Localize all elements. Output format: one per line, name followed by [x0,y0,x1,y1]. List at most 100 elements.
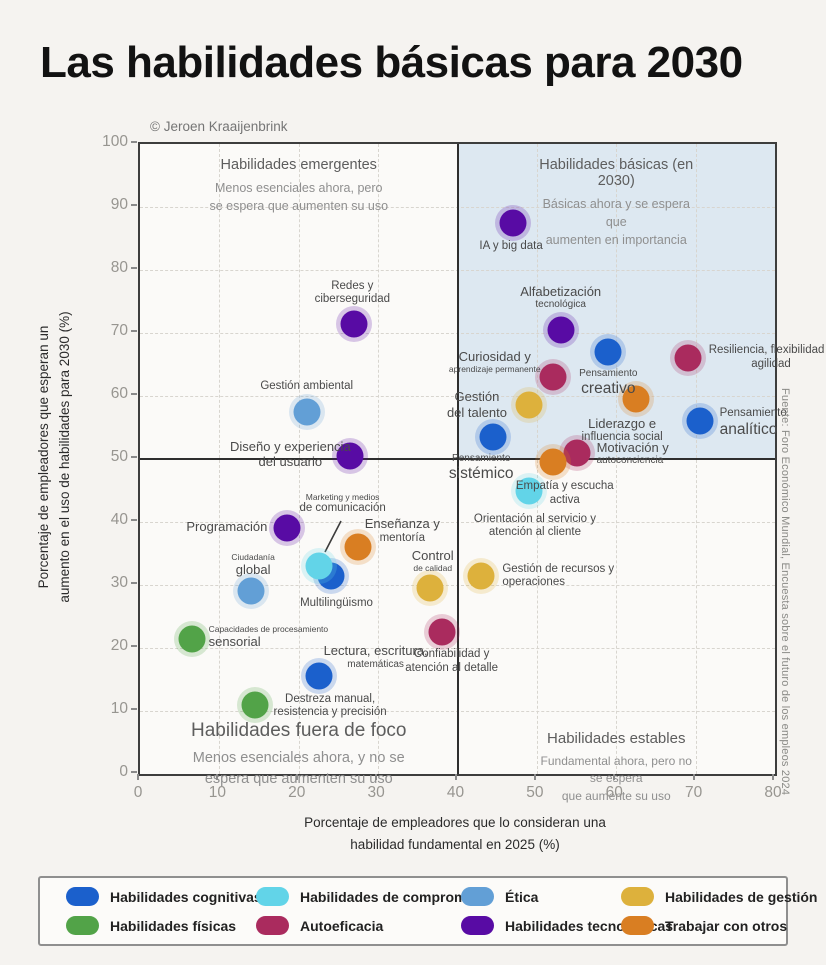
data-point [340,310,368,338]
label-line: del talento [446,404,507,420]
quadrant-divider-horizontal [140,458,775,460]
x-tick-mark [137,774,139,780]
legend-label: Habilidades cognitivas [110,888,262,905]
label-line: Empatía y escucha [515,480,614,493]
label-leader-line [324,520,342,553]
label-line: Gestión de recursos y [502,562,615,575]
quadrant-title: Habilidades emergentes [220,157,377,173]
data-point [344,533,372,561]
data-point-label: Gestión de recursos y operaciones [502,563,614,590]
data-point [499,209,527,237]
x-tick-mark [692,774,695,780]
data-point-label: Marketing y medios de comunicación [299,492,385,516]
y-tick-mark [131,393,137,395]
legend-color-pill [256,916,289,935]
legend-label: Habilidades de compromiso [300,888,487,905]
data-point [674,344,702,372]
y-tick-mark [131,582,137,584]
label-line: tecnológica [535,299,586,311]
data-point-label: Ciudadanía global [231,552,274,577]
label-line: Programación [186,519,268,535]
x-tick-label: 30 [367,784,385,801]
x-axis-title: Porcentaje de empleadores que lo conside… [304,815,606,852]
x-tick-mark [454,774,457,780]
label-line: analítico [719,420,778,438]
data-point [293,398,321,426]
label-line: Capacidades de procesamiento [208,623,329,634]
y-tick-mark [131,519,137,521]
label-line: Alfabetización [520,283,602,299]
y-tick-label: 70 [110,322,128,339]
label-line: de calidad [413,563,453,574]
label-line: sensorial [208,633,261,649]
data-point-label: Gestión del talento [447,389,507,420]
quadrant-title: Habilidades básicas (en 2030) [539,157,694,189]
legend-item-fis: Habilidades físicas [66,916,256,935]
legend-color-pill [621,887,654,906]
legend-item-tra: Trabajar con otros [621,916,806,935]
y-tick-label: 0 [119,763,128,780]
data-point [622,385,650,413]
data-point-label: Pensamiento analítico [720,407,787,439]
data-point [594,338,622,366]
data-point-label: Pensamiento creativo [579,368,637,398]
y-tick-label: 50 [110,448,128,465]
label-line: Ciudadanía [231,552,275,563]
data-point-label: Alfabetización tecnológica [520,284,601,311]
scatter-plot-area: Habilidades emergentes Menos esenciales a… [138,142,826,803]
data-point-label: Destreza manual, resistencia y precisión [274,693,387,720]
legend-item-com: Habilidades de compromiso [256,887,487,906]
x-tick-label: 60 [605,784,623,801]
label-line: Control [411,548,454,564]
data-point [515,477,543,504]
label-line: Multilingüismo [300,596,373,609]
legend-label: Trabajar con otros [665,917,788,934]
y-tick-mark [131,267,137,269]
quadrant-subtitle: Menos esenciales ahora, y no se espera q… [192,750,405,788]
y-tick-label: 40 [110,511,128,528]
label-line: ciberseguridad [314,293,391,306]
label-line: matemáticas [347,658,404,670]
data-point [273,514,301,542]
data-point [178,625,206,653]
label-line: Redes y [331,279,374,292]
legend-color-pill [256,887,289,906]
x-tick-label: 50 [526,784,544,801]
label-line: Confiabilidad y [413,648,490,661]
legend-item-aut: Autoeficacia [256,916,461,935]
label-line: influencia social [581,431,663,444]
x-tick-label: 10 [208,784,226,801]
x-tick-label: 40 [446,784,465,801]
data-point-label: Curiosidad y aprendizaje permanente [449,349,541,374]
label-line: Motivación y [596,439,669,455]
label-line: de comunicación [299,502,386,515]
label-line: Pensamiento [719,407,787,420]
label-line: creativo [581,379,636,397]
label-line: Pensamiento [452,452,511,464]
y-tick-mark [131,771,137,773]
page-title: Las habilidades básicas para 2030 [40,38,743,87]
data-point [336,442,364,470]
label-line: Resiliencia, flexibilidad y [708,344,826,357]
legend-color-pill [66,916,99,935]
label-line: Marketing y medios [305,492,380,503]
data-point-label: Redes y ciberseguridad [315,280,390,307]
y-tick-mark [131,204,137,206]
data-point [428,618,456,646]
quadrant-subtitle: Menos esenciales ahora, pero se espera q… [209,181,389,214]
quadrant-title: Habilidades fuera de foco [191,720,407,741]
label-line: IA y big data [479,239,543,252]
label-line: agilidad [751,357,791,370]
data-point [539,448,567,476]
y-tick-label: 80 [110,259,128,276]
x-tick-mark [533,774,536,780]
y-tick-mark [131,141,137,143]
legend-label: Autoeficacia [300,917,384,934]
label-line: Orientación al servicio y [473,512,596,525]
data-point-label: Diseño y experiencia del usuario [230,439,351,470]
data-point-label: Confiabilidad y atención al detalle [405,648,498,675]
y-tick-label: 60 [110,385,128,402]
quadrant-subtitle: Básicas ahora y se espera que aumenten e… [542,197,690,248]
label-line: Destreza manual, [285,692,376,705]
label-line: Liderazgo e [588,416,657,432]
